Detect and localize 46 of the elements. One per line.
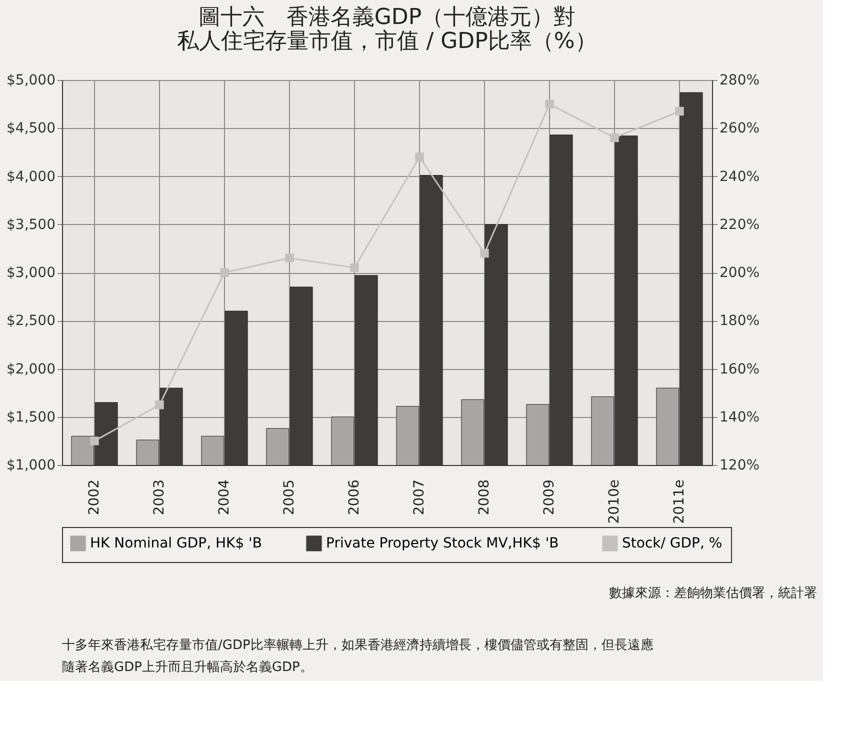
text: 隨著名義GDP上升而且升幅高於名義GDP。 (62, 659, 313, 675)
point (480, 248, 489, 258)
y-tick-label: $5,000 (6, 72, 56, 88)
x-tick-label: 2006 (346, 479, 362, 516)
text: 十多年來香港私宅存量市值/GDP比率輾轉上升，如果香港經濟持續增長，樓價儘管或有整固，但長遠應 (62, 637, 654, 653)
point (90, 436, 99, 446)
y2-tick-label: 260% (720, 120, 760, 137)
y2-tick-label: 180% (720, 313, 760, 330)
y-tick-label: $1,000 (6, 458, 56, 474)
text: 私人住宅存量市值，市值 / GDP比率（%） (177, 29, 597, 54)
x-tick-label: 2010e (606, 480, 622, 524)
x-tick-label: 2005 (282, 480, 298, 516)
point (220, 268, 229, 277)
point (675, 106, 684, 116)
point (545, 100, 554, 108)
legend-label: HK Nominal GDP, HK$ 'B (90, 535, 262, 552)
point (610, 133, 619, 142)
y2-tick-label: 200% (720, 265, 760, 281)
y2-tick-label: 120% (720, 458, 760, 474)
y2-tick-label: 220% (720, 216, 760, 233)
point (350, 263, 359, 272)
x-tick-label: 2009 (542, 480, 558, 516)
y-tick-label: $4,000 (6, 168, 56, 185)
point (415, 152, 424, 162)
y-tick-label: $1,500 (6, 409, 56, 426)
x-tick-label: 2003 (152, 480, 168, 516)
y2-tick-label: 280% (720, 72, 760, 88)
y-tick-label: $2,500 (6, 313, 56, 330)
point (155, 400, 164, 410)
y2-tick-label: 160% (720, 361, 760, 378)
y2-tick-label: 240% (720, 168, 760, 185)
legend-label: Private Property Stock MV,HK$ 'B (326, 535, 559, 552)
y-tick-label: $3,500 (6, 216, 56, 233)
text: 圖十六 香港名義GDP（十億港元）對 (198, 5, 576, 30)
y-tick-label: $3,000 (6, 265, 56, 281)
y2-tick-label: 140% (720, 409, 760, 426)
legend-label: Stock/ GDP, % (622, 535, 722, 552)
y-tick-label: $4,500 (6, 120, 56, 137)
y-tick-label: $2,000 (6, 361, 56, 378)
point (285, 254, 294, 262)
x-tick-label: 2007 (412, 480, 428, 516)
x-tick-label: 2008 (476, 480, 492, 516)
x-tick-label: 2002 (86, 480, 102, 516)
x-tick-label: 2004 (216, 479, 232, 516)
x-tick-label: 2011e (672, 480, 688, 524)
text: 數據來源：差餉物業估價署，統計署 (609, 586, 817, 601)
